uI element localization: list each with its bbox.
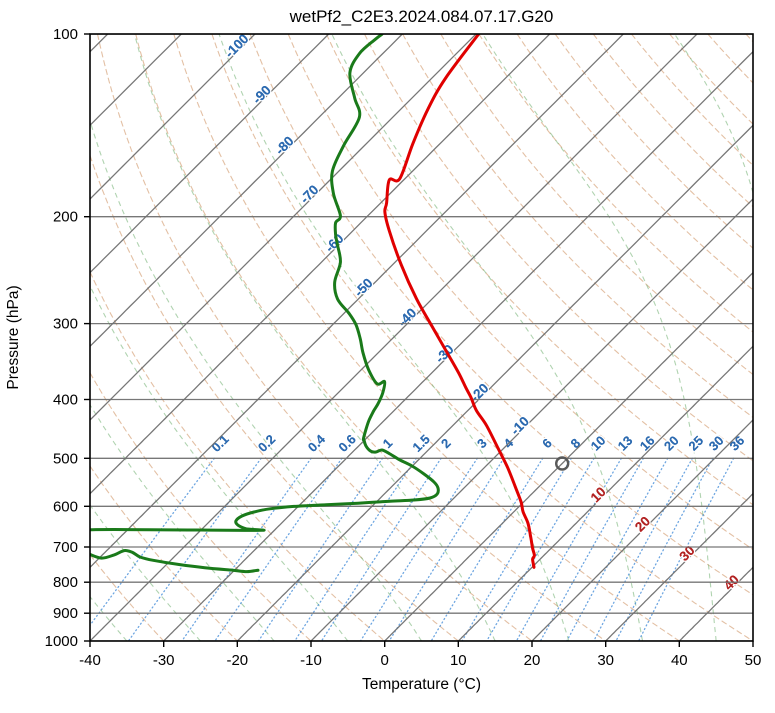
svg-text:Temperature (°C): Temperature (°C) bbox=[362, 676, 481, 693]
svg-text:Pressure (hPa): Pressure (hPa) bbox=[5, 285, 22, 389]
svg-text:200: 200 bbox=[53, 209, 78, 226]
svg-text:400: 400 bbox=[53, 392, 78, 409]
svg-text:300: 300 bbox=[53, 316, 78, 333]
svg-text:100: 100 bbox=[53, 26, 78, 43]
svg-text:700: 700 bbox=[53, 539, 78, 556]
svg-text:500: 500 bbox=[53, 450, 78, 467]
svg-text:-20: -20 bbox=[226, 652, 248, 669]
svg-text:-30: -30 bbox=[153, 652, 175, 669]
svg-text:20: 20 bbox=[524, 652, 541, 669]
svg-text:-40: -40 bbox=[79, 652, 101, 669]
svg-text:wetPf2_C2E3.2024.084.07.17.G20: wetPf2_C2E3.2024.084.07.17.G20 bbox=[289, 7, 554, 26]
svg-text:50: 50 bbox=[745, 652, 762, 669]
svg-text:600: 600 bbox=[53, 498, 78, 515]
svg-text:800: 800 bbox=[53, 574, 78, 591]
svg-text:30: 30 bbox=[597, 652, 614, 669]
svg-text:10: 10 bbox=[450, 652, 467, 669]
svg-text:40: 40 bbox=[671, 652, 688, 669]
svg-text:0: 0 bbox=[381, 652, 389, 669]
svg-text:900: 900 bbox=[53, 605, 78, 622]
svg-text:1000: 1000 bbox=[45, 633, 78, 650]
svg-text:-10: -10 bbox=[300, 652, 322, 669]
